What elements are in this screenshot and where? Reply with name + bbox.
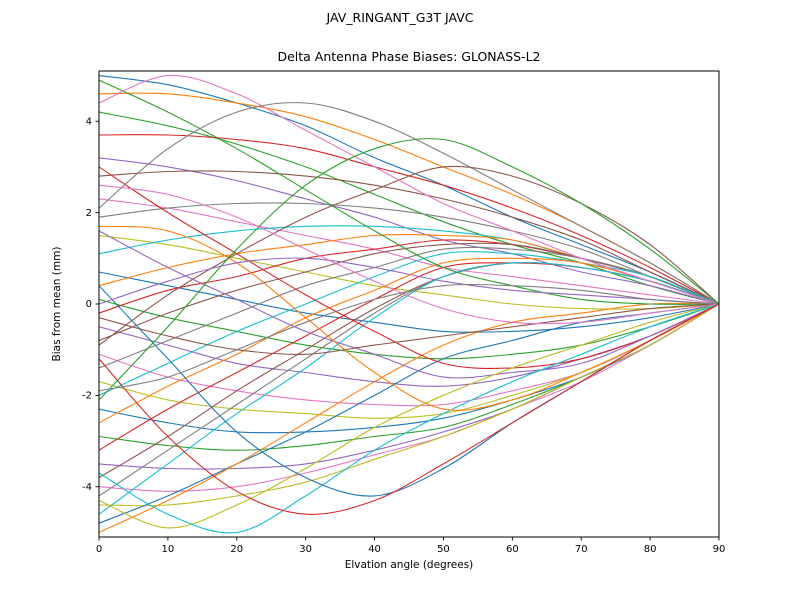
series-line [99,251,719,396]
series-line [99,257,719,424]
series-line [99,303,719,470]
y-tick-label: -2 [82,391,92,402]
series-line [99,257,719,305]
series-line [99,271,719,333]
series-group [99,74,719,534]
series-line [99,303,719,534]
series-line [99,102,719,305]
x-tick-label: 80 [644,544,657,555]
x-tick-label: 0 [96,544,102,555]
x-tick-label: 20 [230,544,243,555]
x-axis-label: Elvation angle (degrees) [344,559,474,571]
series-line [99,184,719,325]
x-tick-label: 40 [368,544,381,555]
series-line [99,303,719,524]
axes-title: Delta Antenna Phase Biases: GLONASS-L2 [277,49,541,64]
y-tick-label: 2 [86,208,92,219]
y-tick-label: -4 [82,482,92,493]
series-line [99,283,719,392]
series-line [99,246,719,369]
series-line [99,198,719,305]
axes-spines [98,70,720,538]
series-line [99,303,719,492]
series-line [99,74,719,305]
x-tick-label: 90 [713,544,726,555]
x-tick-label: 50 [437,544,450,555]
series-line [99,111,719,305]
series-line [99,202,719,305]
series-line [99,79,719,305]
y-axis-label: Bias from mean (mm) [51,246,63,362]
series-line [99,166,719,370]
x-tick-label: 10 [162,544,175,555]
x-tick-label: 30 [299,544,312,555]
figure-suptitle: JAV_RINGANT_G3T JAVC [326,10,474,25]
series-line [99,157,719,305]
series-line [99,165,719,346]
series-line [99,303,719,451]
x-tick-label: 60 [506,544,519,555]
series-line [99,303,719,355]
series-line [99,303,719,515]
y-tick-label: 4 [86,116,92,127]
series-line [99,75,719,305]
series-line [99,302,719,533]
series-line [99,138,719,401]
x-tick-label: 70 [575,544,588,555]
series-line [99,298,719,360]
y-tick-label: 0 [86,299,92,310]
series-line [99,303,719,529]
series-line [99,303,719,507]
series-line [99,170,719,305]
series-line [99,230,719,379]
series-line [99,225,719,412]
series-line [99,261,719,515]
